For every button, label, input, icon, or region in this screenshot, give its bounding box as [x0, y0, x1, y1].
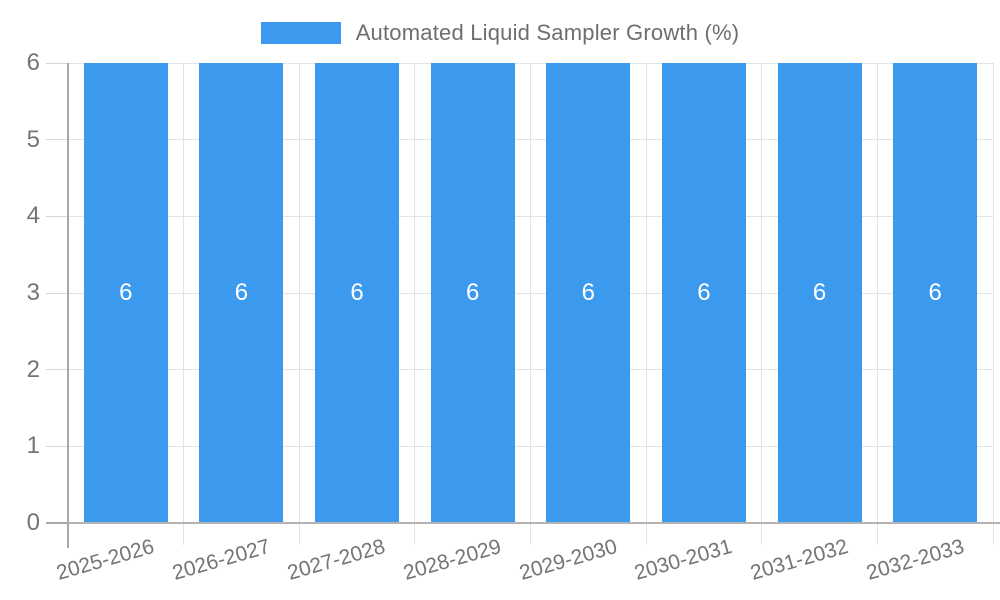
y-tick-label: 3 — [26, 279, 40, 306]
y-tick-mark — [46, 62, 68, 64]
bar-2027-2028: 6 — [315, 63, 400, 523]
plot-area: 6 6 6 6 6 6 6 6 — [46, 62, 1000, 548]
y-tick-mark — [46, 215, 68, 217]
y-tick-label: 1 — [26, 432, 40, 460]
x-tick-label: 2028-2029 — [400, 535, 504, 585]
x-tick-label: 2025-2026 — [54, 535, 157, 585]
bar-2029-2030: 6 — [546, 63, 631, 523]
y-tick-mark — [46, 292, 68, 294]
vertical-gridline — [992, 63, 994, 545]
y-tick-mark — [46, 139, 68, 141]
bar-value-label: 6 — [119, 279, 133, 306]
x-tick-label: 2031-2032 — [747, 535, 851, 585]
x-tick-label: 2032-2033 — [863, 535, 967, 585]
vertical-gridline — [645, 63, 647, 545]
y-axis-labels: 0 1 2 3 4 5 6 — [0, 49, 46, 536]
bar-2026-2027: 6 — [199, 63, 284, 523]
vertical-gridline — [414, 63, 416, 545]
vertical-gridline — [183, 63, 185, 545]
y-tick-label: 6 — [26, 49, 40, 76]
y-tick-mark — [46, 369, 68, 371]
x-tick-label: 2026-2027 — [169, 535, 273, 585]
bar-value-label: 6 — [928, 279, 942, 306]
vertical-gridline — [298, 63, 300, 545]
y-tick-mark — [46, 521, 68, 524]
x-axis-labels: 2025-2026 2026-2027 2027-2028 2028-2029 2029… — [54, 523, 993, 600]
legend-label: Automated Liquid Sampler Growth (%) — [355, 20, 740, 45]
y-tick-label: 5 — [26, 125, 40, 153]
bar-value-label: 6 — [234, 279, 249, 306]
bar-2028-2029: 6 — [430, 63, 515, 523]
vertical-gridline — [876, 63, 878, 545]
x-tick-label: 2030-2031 — [632, 535, 736, 585]
x-tick-label: 2029-2030 — [516, 535, 620, 585]
bar-2032-2033: 6 — [893, 63, 978, 523]
y-tick-label: 4 — [26, 202, 40, 230]
bar-value-label: 6 — [350, 279, 364, 306]
chart-legend: Automated Liquid Sampler Growth (%) — [0, 16, 1000, 50]
legend-swatch — [260, 22, 341, 44]
bar-value-label: 6 — [581, 279, 595, 306]
bar-2031-2032: 6 — [777, 63, 862, 523]
y-axis-line — [67, 63, 69, 548]
y-tick-label: 0 — [26, 509, 40, 536]
bar-2025-2026: 6 — [83, 63, 168, 523]
x-axis-baseline — [68, 522, 1000, 524]
bar-value-label: 6 — [812, 279, 827, 306]
vertical-gridline — [530, 63, 531, 545]
bar-value-label: 6 — [466, 279, 480, 306]
vertical-gridline — [761, 63, 763, 545]
bar-value-label: 6 — [697, 279, 711, 306]
y-tick-mark — [46, 445, 68, 447]
bar-2030-2031: 6 — [661, 63, 746, 523]
x-tick-label: 2027-2028 — [285, 535, 389, 585]
y-tick-label: 2 — [26, 355, 40, 383]
